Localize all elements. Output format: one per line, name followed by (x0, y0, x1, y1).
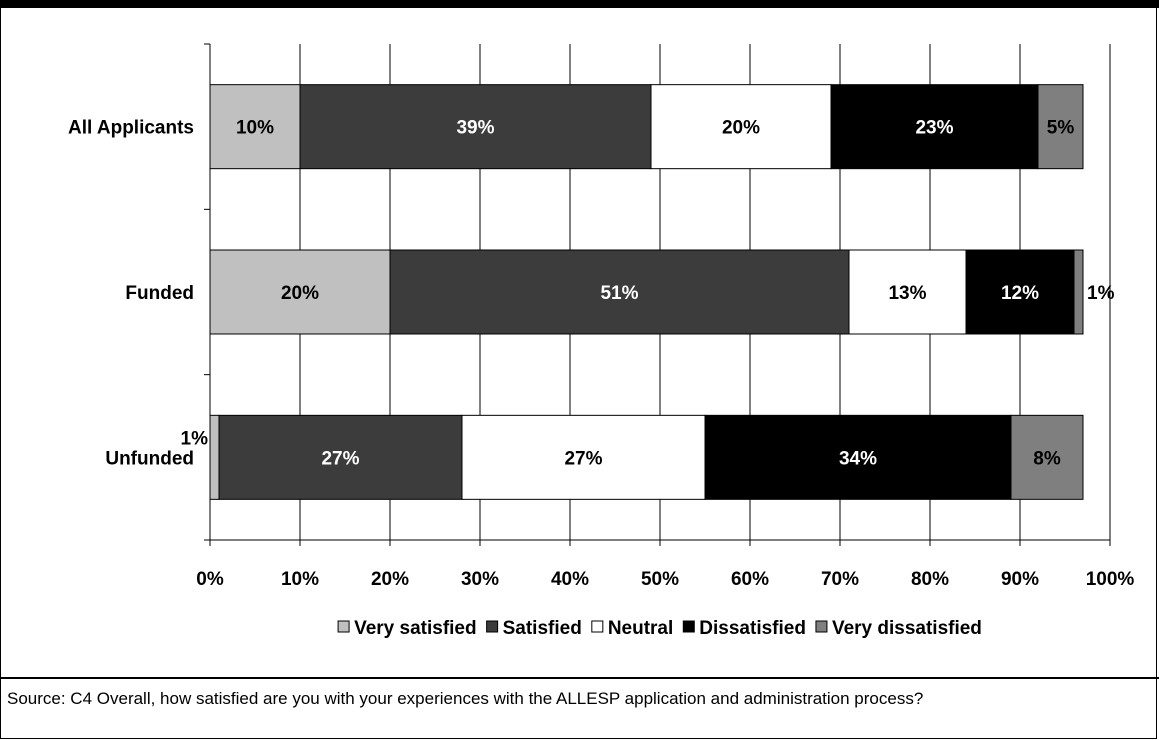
x-tick-label: 60% (731, 569, 769, 590)
legend-label: Very dissatisfied (832, 618, 982, 639)
chart-frame (0, 8, 1157, 739)
x-tick-label: 50% (641, 569, 679, 590)
data-label: 13% (888, 283, 926, 304)
legend-item: Very satisfied (337, 618, 477, 639)
data-label: 5% (1047, 118, 1075, 139)
data-label: 34% (839, 448, 877, 469)
x-tick-labels: 0% 10% 20% 30% 40% 50% 60% 70% 80% 90% 100% (196, 569, 1134, 590)
legend-items: Very satisfied Satisfied Neutral Dissatisfi… (337, 618, 982, 639)
x-tick-label: 10% (281, 569, 319, 590)
bar-segment (461, 414, 706, 500)
stacked-bar-chart: 10% 39% 20% 23% 5% 20% 51% 13% 12% 1% 1% 27% 27% 34% 8… (68, 43, 1134, 639)
bar-segment (1073, 249, 1084, 335)
x-tick-label: 100% (1086, 569, 1135, 590)
data-label: 39% (456, 118, 494, 139)
legend-swatch (337, 620, 350, 633)
bar-segment (704, 414, 1012, 500)
data-label: 1% (181, 428, 209, 449)
legend-item: Satisfied (486, 618, 582, 639)
data-label: 27% (564, 448, 602, 469)
x-tick-label: 30% (461, 569, 499, 590)
data-label: 8% (1033, 448, 1061, 469)
bar-segment (209, 84, 301, 170)
x-tick-label: 0% (196, 569, 224, 590)
x-tick-label: 20% (371, 569, 409, 590)
bar-segment (965, 249, 1075, 335)
legend-swatch (486, 620, 499, 633)
bar-segment (218, 414, 463, 500)
data-label: 12% (1001, 283, 1039, 304)
x-tick-label: 40% (551, 569, 589, 590)
source-note: Source: C4 Overall, how satisfied are yo… (7, 689, 924, 708)
legend-swatch (682, 620, 695, 633)
legend-label: Neutral (608, 618, 673, 639)
x-tick-label: 80% (911, 569, 949, 590)
source-divider (0, 677, 1159, 679)
data-label: 1% (1087, 283, 1115, 304)
bar-segment (650, 84, 832, 170)
legend: Very satisfied Satisfied Neutral Dissatisfi… (337, 618, 982, 639)
top-border-bar (0, 0, 1159, 8)
legend-swatch (591, 620, 604, 633)
data-label: 20% (722, 118, 760, 139)
bar-segment (299, 84, 652, 170)
legend-item: Dissatisfied (682, 618, 806, 639)
category-labels: All Applicants Funded Unfunded (68, 118, 194, 470)
bar-segment (389, 249, 850, 335)
legend-label: Satisfied (503, 618, 582, 639)
bar-segment (209, 249, 391, 335)
category-label: Funded (125, 283, 194, 304)
data-label: 10% (236, 118, 274, 139)
x-tick-label: 70% (821, 569, 859, 590)
bar-segment (1037, 84, 1084, 170)
category-label: All Applicants (68, 118, 194, 139)
bar-segment (1010, 414, 1084, 500)
data-label: 51% (600, 283, 638, 304)
data-labels: 10% 39% 20% 23% 5% 20% 51% 13% 12% 1% 1% 27% 27% 34% 8… (181, 118, 1115, 470)
x-tick-label: 90% (1001, 569, 1039, 590)
bar-segment (209, 414, 220, 500)
legend-item: Very dissatisfied (815, 618, 982, 639)
legend-label: Very satisfied (354, 618, 477, 639)
legend-item: Neutral (591, 618, 673, 639)
legend-swatch (815, 620, 828, 633)
data-label: 23% (915, 118, 953, 139)
category-label: Unfunded (105, 448, 194, 469)
legend-label: Dissatisfied (699, 618, 806, 639)
data-label: 27% (321, 448, 359, 469)
data-label: 20% (281, 283, 319, 304)
bars (209, 84, 1084, 500)
bar-segment (848, 249, 967, 335)
